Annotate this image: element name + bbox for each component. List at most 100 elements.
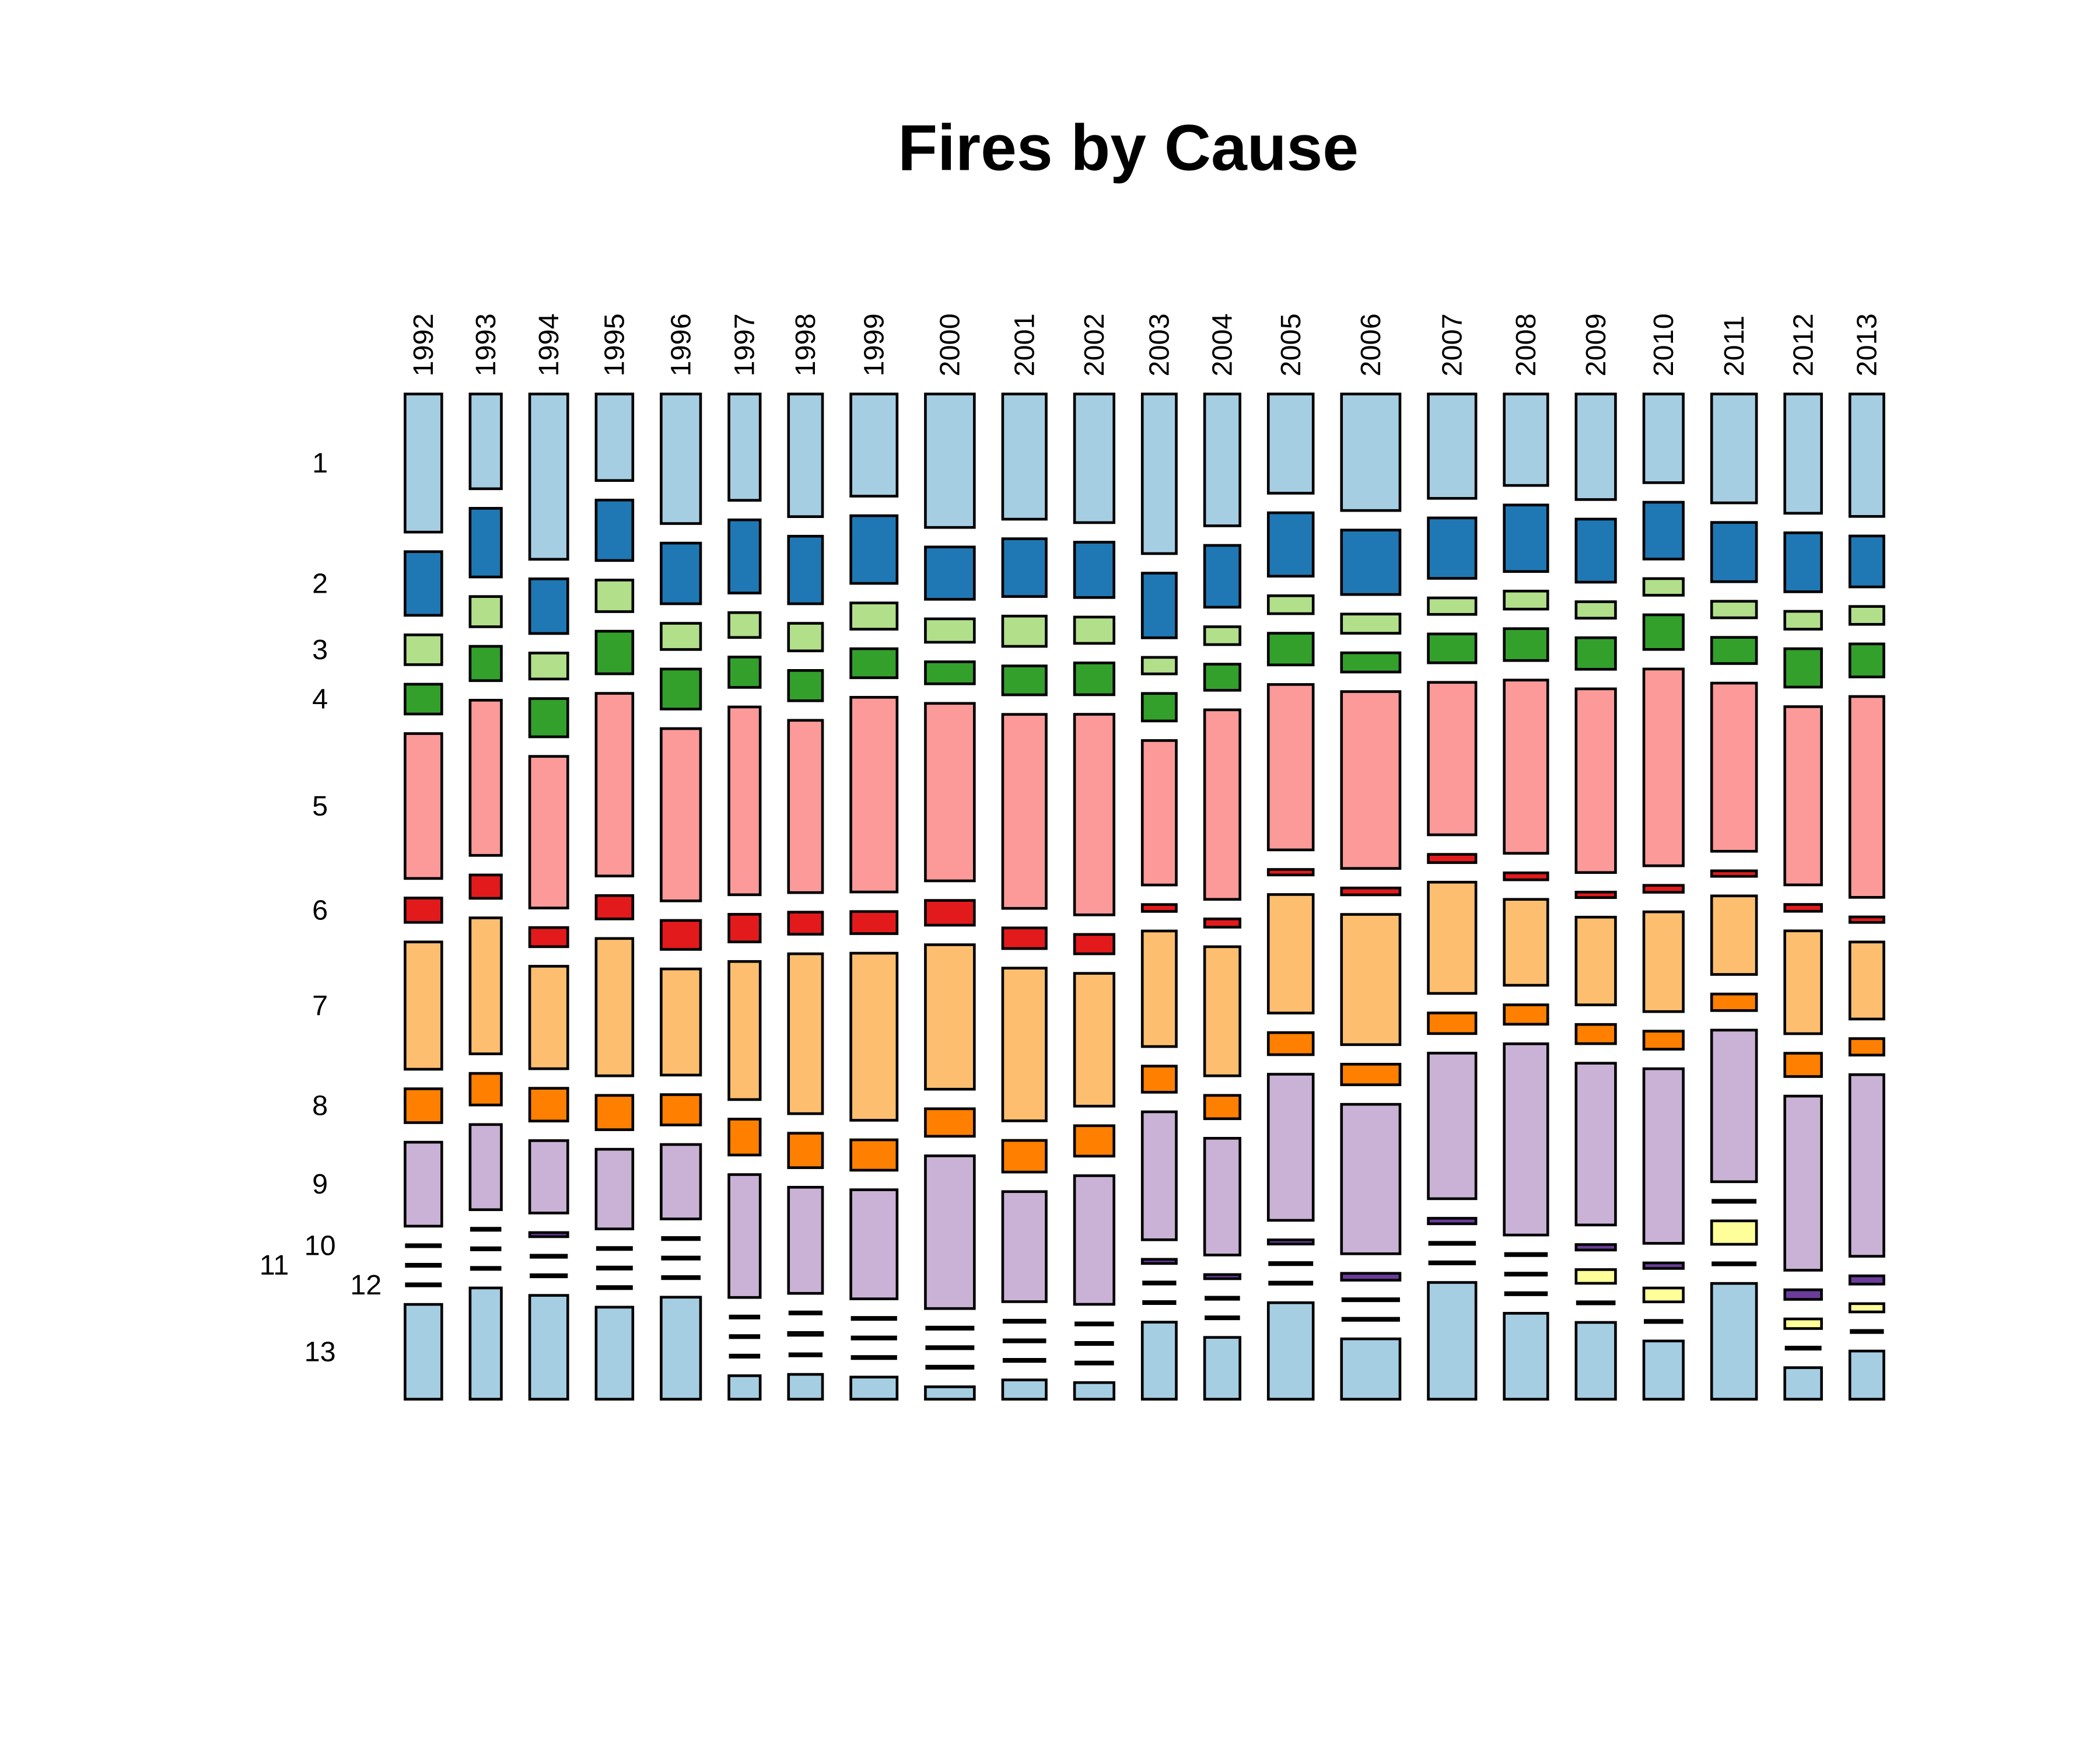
mosaic-cell-2012-cause-8 bbox=[1783, 1052, 1823, 1078]
y-tick-label: 9 bbox=[312, 1168, 328, 1200]
mosaic-cell-2013-cause-7 bbox=[1848, 940, 1885, 1021]
mosaic-cell-1998-cause-8 bbox=[787, 1132, 824, 1170]
mosaic-cell-1996-cause-13 bbox=[660, 1296, 702, 1401]
mosaic-cell-1995-cause-8 bbox=[594, 1094, 635, 1131]
mosaic-cell-2006-cause-1 bbox=[1340, 393, 1402, 512]
mosaic-cell-2011-cause-7 bbox=[1710, 894, 1758, 976]
mosaic-cell-1993-cause-2 bbox=[468, 507, 503, 579]
mosaic-cell-2013-cause-3 bbox=[1848, 605, 1885, 626]
x-tick-label: 2010 bbox=[1648, 313, 1679, 376]
mosaic-cell-2004-cause-4 bbox=[1203, 663, 1241, 692]
mosaic-cell-2011-cause-8 bbox=[1710, 992, 1758, 1012]
chart-title: Fires by Cause bbox=[898, 111, 1359, 184]
mosaic-cell-2009-cause-8 bbox=[1574, 1023, 1617, 1045]
mosaic-cell-1998-cause-3 bbox=[787, 622, 824, 653]
mosaic-cell-1997-cause-13 bbox=[727, 1374, 762, 1401]
mosaic-cell-2005-cause-8 bbox=[1266, 1031, 1315, 1056]
mosaic-cell-1994-cause-7 bbox=[528, 965, 569, 1070]
mosaic-cell-2002-cause-9 bbox=[1073, 1174, 1115, 1306]
mosaic-cell-2008-cause-5 bbox=[1503, 678, 1549, 855]
mosaic-cell-2003-cause-6 bbox=[1140, 903, 1178, 913]
mosaic-cell-1996-cause-4 bbox=[660, 667, 702, 710]
mosaic-cell-2001-cause-9 bbox=[1001, 1190, 1048, 1303]
mosaic-cell-2003-cause-9 bbox=[1140, 1110, 1178, 1241]
mosaic-cell-2009-cause-7 bbox=[1574, 915, 1617, 1006]
mosaic-cell-1994-cause-1 bbox=[528, 393, 569, 561]
mosaic-cell-2011-cause-11 bbox=[1710, 1219, 1758, 1246]
mosaic-cell-2009-cause-10 bbox=[1574, 1243, 1617, 1252]
mosaic-cell-2000-cause-13 bbox=[924, 1385, 976, 1401]
mosaic-cell-2002-cause-5 bbox=[1073, 713, 1115, 916]
y-tick-label: 2 bbox=[312, 568, 328, 599]
mosaic-cell-2010-cause-13 bbox=[1642, 1339, 1685, 1401]
x-tick-label: 2004 bbox=[1207, 313, 1238, 376]
mosaic-cell-1995-cause-6 bbox=[594, 894, 635, 921]
mosaic-cell-2010-cause-11 bbox=[1642, 1286, 1685, 1304]
mosaic-cell-2005-cause-10 bbox=[1266, 1238, 1315, 1245]
mosaic-cell-2003-cause-5 bbox=[1140, 739, 1178, 887]
mosaic-cell-1993-cause-1 bbox=[468, 393, 503, 491]
mosaic-cell-1998-cause-13 bbox=[787, 1373, 824, 1401]
mosaic-cell-2007-cause-10 bbox=[1427, 1217, 1478, 1226]
mosaic-cell-2004-cause-13 bbox=[1203, 1336, 1241, 1401]
mosaic-cell-2010-cause-4 bbox=[1642, 613, 1685, 651]
mosaic-cell-2011-cause-3 bbox=[1710, 600, 1758, 620]
mosaic-cell-2008-cause-13 bbox=[1503, 1312, 1549, 1401]
mosaic-cell-2013-cause-9 bbox=[1848, 1073, 1885, 1258]
mosaic-cell-2008-cause-3 bbox=[1503, 589, 1549, 611]
mosaic-cell-2012-cause-4 bbox=[1783, 647, 1823, 689]
mosaic-cell-2007-cause-6 bbox=[1427, 853, 1478, 864]
mosaic-cell-2013-cause-2 bbox=[1848, 534, 1885, 589]
mosaic-cell-1993-cause-5 bbox=[468, 699, 503, 857]
mosaic-cell-1992-cause-13 bbox=[404, 1303, 443, 1401]
mosaic-cell-1996-cause-6 bbox=[660, 919, 702, 951]
mosaic-cell-2012-cause-9 bbox=[1783, 1094, 1823, 1272]
x-tick-label: 1993 bbox=[470, 313, 502, 376]
mosaic-cell-2001-cause-5 bbox=[1001, 713, 1048, 910]
mosaic-cell-1995-cause-2 bbox=[594, 498, 635, 562]
mosaic-cell-2006-cause-5 bbox=[1340, 690, 1402, 870]
mosaic-cell-2004-cause-7 bbox=[1203, 945, 1241, 1077]
mosaic-cell-1993-cause-3 bbox=[468, 595, 503, 628]
mosaic-cell-1996-cause-3 bbox=[660, 622, 702, 651]
y-tick-label: 10 bbox=[304, 1230, 336, 1262]
mosaic-cell-1998-cause-6 bbox=[787, 911, 824, 936]
mosaic-cell-1992-cause-2 bbox=[404, 550, 443, 617]
x-tick-label: 2009 bbox=[1580, 313, 1612, 376]
x-tick-label: 1994 bbox=[533, 313, 565, 376]
mosaic-cell-2003-cause-7 bbox=[1140, 929, 1178, 1048]
mosaic-cell-2008-cause-2 bbox=[1503, 503, 1549, 573]
mosaic-cells bbox=[404, 393, 1885, 1401]
mosaic-cell-2006-cause-2 bbox=[1340, 528, 1402, 596]
mosaic-cell-2003-cause-8 bbox=[1140, 1065, 1178, 1094]
x-tick-label: 2002 bbox=[1079, 313, 1110, 376]
mosaic-cell-2007-cause-13 bbox=[1427, 1281, 1478, 1401]
mosaic-cell-2003-cause-2 bbox=[1140, 572, 1178, 639]
y-tick-label: 4 bbox=[312, 684, 328, 715]
mosaic-cell-2008-cause-7 bbox=[1503, 898, 1549, 987]
mosaic-cell-2005-cause-4 bbox=[1266, 632, 1315, 667]
mosaic-cell-2012-cause-3 bbox=[1783, 610, 1823, 631]
mosaic-cell-2004-cause-8 bbox=[1203, 1094, 1241, 1121]
mosaic-cell-1999-cause-4 bbox=[849, 647, 899, 680]
mosaic-cell-2001-cause-4 bbox=[1001, 664, 1048, 696]
mosaic-cell-1995-cause-4 bbox=[594, 629, 635, 676]
x-tick-label: 2003 bbox=[1144, 313, 1175, 376]
mosaic-cell-1998-cause-4 bbox=[787, 669, 824, 702]
mosaic-cell-1993-cause-13 bbox=[468, 1286, 503, 1401]
x-tick-label: 2005 bbox=[1275, 313, 1307, 376]
mosaic-cell-2001-cause-6 bbox=[1001, 926, 1048, 950]
mosaic-cell-2011-cause-6 bbox=[1710, 869, 1758, 878]
mosaic-cell-2005-cause-7 bbox=[1266, 893, 1315, 1014]
mosaic-cell-1999-cause-3 bbox=[849, 601, 899, 631]
mosaic-cell-1997-cause-9 bbox=[727, 1173, 762, 1299]
x-tick-label: 1998 bbox=[790, 313, 821, 376]
x-tick-label: 1996 bbox=[665, 313, 696, 376]
mosaic-cell-2013-cause-13 bbox=[1848, 1349, 1885, 1401]
mosaic-cell-2004-cause-10 bbox=[1203, 1273, 1241, 1280]
mosaic-cell-2000-cause-2 bbox=[924, 545, 976, 601]
y-tick-label: 12 bbox=[350, 1269, 382, 1301]
mosaic-cell-2010-cause-2 bbox=[1642, 501, 1685, 561]
mosaic-cell-2011-cause-9 bbox=[1710, 1028, 1758, 1184]
